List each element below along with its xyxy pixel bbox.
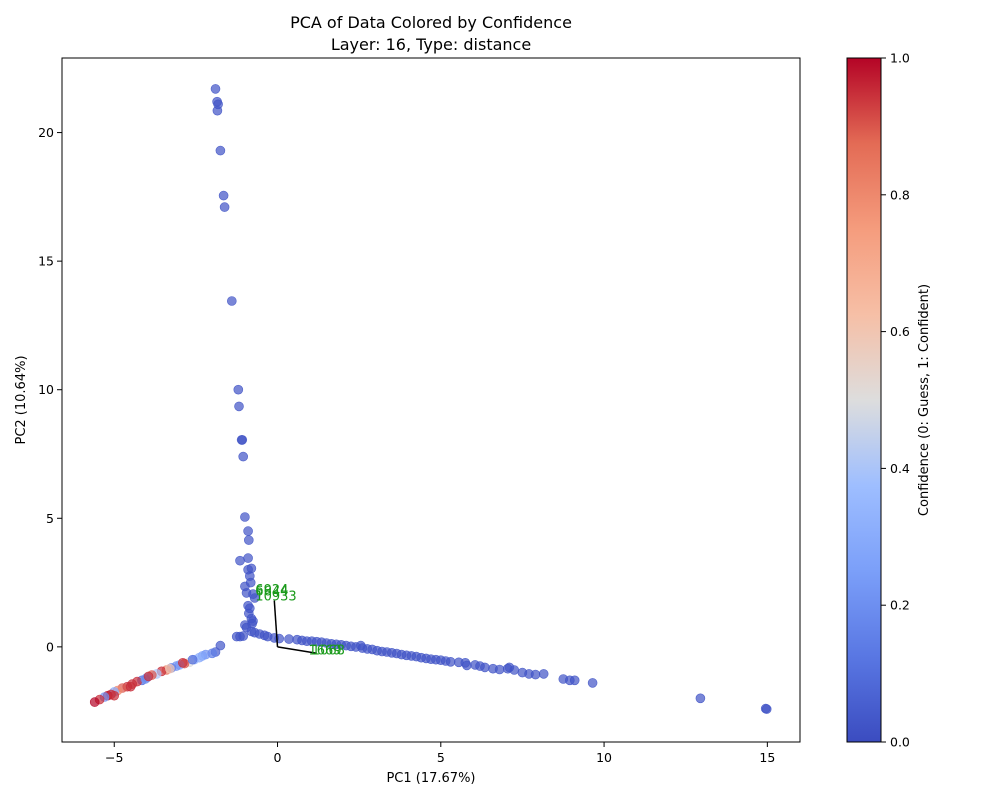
data-point [494,664,505,675]
data-point [237,435,248,445]
data-point [462,660,472,671]
data-point [238,451,248,462]
data-point [109,690,119,701]
data-point [215,640,226,651]
data-point [165,663,175,674]
point-annotation: 6644 [255,584,288,599]
data-point [143,671,154,682]
point-annotation: 1068 [312,644,345,659]
data-point [530,669,541,680]
colorbar: 0.0 0.2 0.4 0.6 0.8 1.0 Confidence (0: Guess,… [846,51,932,750]
point-annotation: 6924 [255,583,288,598]
data-point [445,656,456,667]
point-annotation: 1669 [309,644,342,659]
data-point [240,512,250,522]
y-axis-label: PC2 (10.64%) [14,355,29,444]
y-tick-label: 15 [38,254,54,269]
colorbar-ticks: 0.0 0.2 0.4 0.6 0.8 1.0 [881,51,910,750]
data-point [227,296,237,306]
colorbar-label: Confidence (0: Guess, 1: Confident) [917,284,932,516]
data-point [695,693,706,704]
y-tick-label: 20 [38,125,54,140]
data-point [187,654,198,665]
data-point [761,704,772,714]
colorbar-gradient [846,57,882,743]
y-tick-label: 0 [46,639,54,654]
data-point [178,657,188,668]
data-point [569,675,580,686]
y-axis: 0 5 10 15 20 [38,125,62,654]
colorbar-tick-label: 0.0 [890,735,910,750]
data-point [243,526,253,536]
data-point [218,190,229,201]
data-point [243,553,253,563]
data-point [509,665,520,675]
data-point [215,145,226,156]
data-point [249,593,260,603]
colorbar-tick-label: 0.6 [890,324,910,339]
colorbar-tick-label: 0.4 [890,461,910,476]
y-tick-label: 10 [38,382,54,397]
data-point [89,697,100,707]
colorbar-tick-label: 0.2 [890,598,910,613]
data-point [244,535,254,545]
x-tick-label: 15 [759,750,775,765]
connector-line [277,646,317,655]
data-point [284,634,294,644]
data-point [238,631,248,641]
data-point [234,401,244,412]
x-tick-label: 10 [596,750,612,765]
colorbar-tick-label: 0.8 [890,187,910,202]
data-point [212,105,223,116]
chart-title: PCA of Data Colored by Confidence [290,13,572,32]
data-point [587,678,598,688]
data-point [480,662,490,673]
data-point [233,384,244,395]
x-tick-label: 0 [274,750,282,765]
chart-subtitle: Layer: 16, Type: distance [331,35,531,54]
connector-line [273,600,279,647]
x-axis-label: PC1 (17.67%) [386,771,475,786]
plot-frame [61,57,801,743]
colorbar-tick-label: 1.0 [890,51,910,66]
x-axis: −5 0 5 10 15 [105,742,775,765]
point-annotation: 10933 [255,590,296,605]
data-point [125,681,136,692]
x-tick-label: 5 [437,750,445,765]
y-tick-label: 5 [46,511,54,526]
data-point [538,669,549,679]
data-point [235,555,245,566]
x-tick-label: −5 [105,750,123,765]
data-point [210,84,221,94]
data-point [219,202,230,212]
